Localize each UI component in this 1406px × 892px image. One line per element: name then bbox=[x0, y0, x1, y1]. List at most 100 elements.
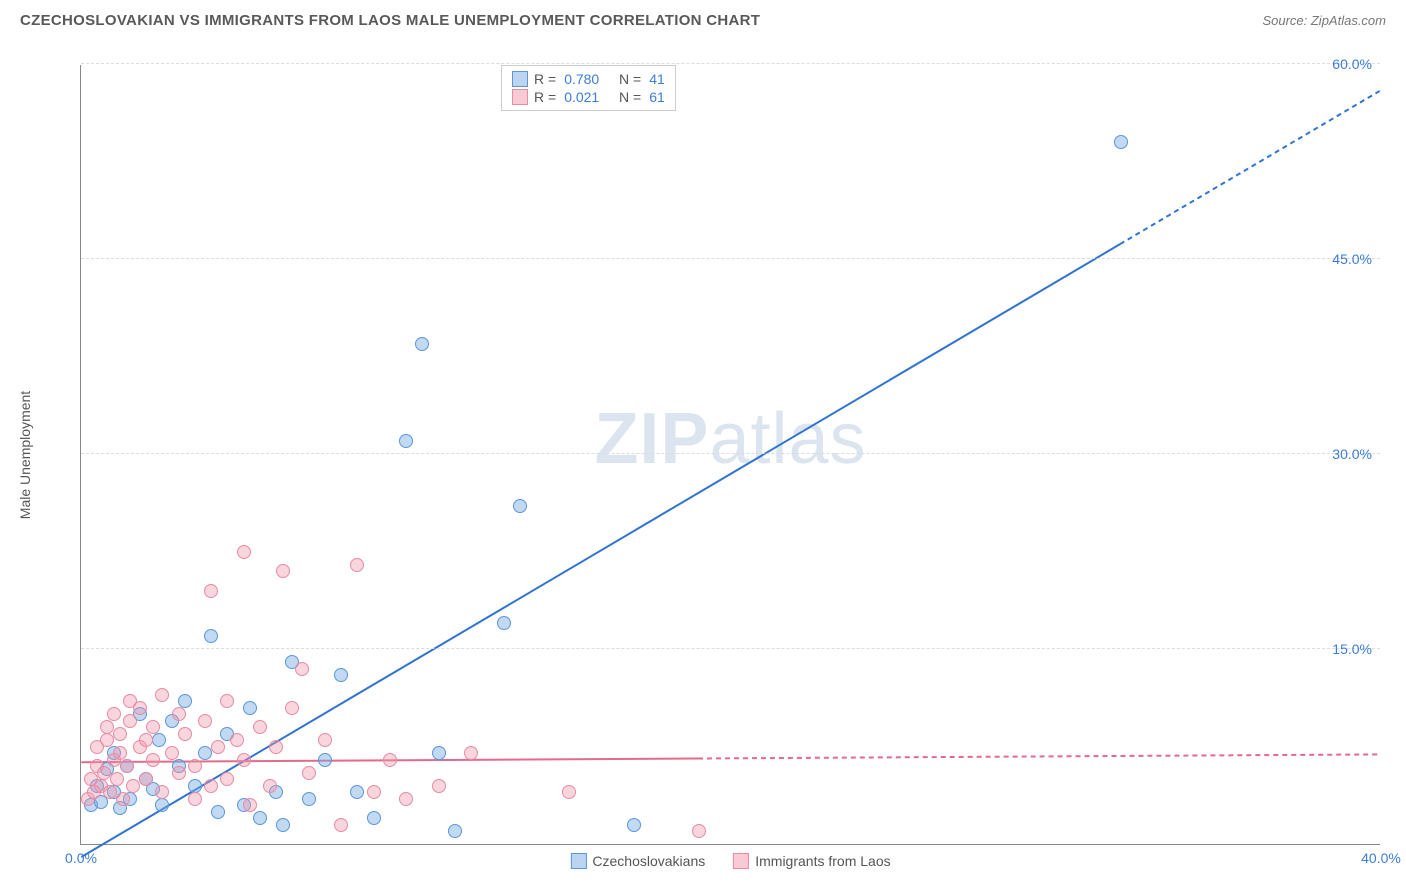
data-point bbox=[415, 337, 429, 351]
y-tick-label: 15.0% bbox=[1332, 641, 1372, 657]
data-point bbox=[110, 772, 124, 786]
data-point bbox=[178, 694, 192, 708]
data-point bbox=[220, 772, 234, 786]
data-point bbox=[139, 772, 153, 786]
grid-line bbox=[81, 63, 1380, 64]
chart-container: Male Unemployment ZIPatlas R = 0.780 N =… bbox=[50, 45, 1386, 865]
data-point bbox=[123, 714, 137, 728]
data-point bbox=[243, 701, 257, 715]
grid-line bbox=[81, 453, 1380, 454]
data-point bbox=[126, 779, 140, 793]
swatch-blue-icon bbox=[512, 71, 528, 87]
source-link[interactable]: ZipAtlas.com bbox=[1311, 13, 1386, 28]
data-point bbox=[334, 668, 348, 682]
data-point bbox=[133, 701, 147, 715]
data-point bbox=[211, 805, 225, 819]
data-point bbox=[97, 766, 111, 780]
data-point bbox=[155, 798, 169, 812]
data-point bbox=[367, 811, 381, 825]
legend-label: Czechoslovakians bbox=[592, 853, 705, 869]
legend-item-1: Immigrants from Laos bbox=[733, 853, 890, 869]
data-point bbox=[165, 746, 179, 760]
data-point bbox=[399, 434, 413, 448]
data-point bbox=[276, 818, 290, 832]
data-point bbox=[198, 746, 212, 760]
data-point bbox=[146, 753, 160, 767]
data-point bbox=[253, 720, 267, 734]
data-point bbox=[152, 733, 166, 747]
data-point bbox=[237, 753, 251, 767]
trend-line bbox=[698, 754, 1380, 758]
r-label: R = bbox=[534, 71, 556, 87]
data-point bbox=[350, 785, 364, 799]
y-tick-label: 30.0% bbox=[1332, 446, 1372, 462]
data-point bbox=[318, 753, 332, 767]
data-point bbox=[155, 688, 169, 702]
data-point bbox=[448, 824, 462, 838]
watermark: ZIPatlas bbox=[594, 398, 866, 480]
r-value: 0.780 bbox=[564, 71, 599, 87]
data-point bbox=[204, 584, 218, 598]
data-point bbox=[243, 798, 257, 812]
legend-stats-row-0: R = 0.780 N = 41 bbox=[512, 70, 665, 88]
source-attribution: Source: ZipAtlas.com bbox=[1262, 13, 1386, 28]
data-point bbox=[367, 785, 381, 799]
data-point bbox=[464, 746, 478, 760]
swatch-blue-icon bbox=[570, 853, 586, 869]
data-point bbox=[178, 727, 192, 741]
data-point bbox=[100, 733, 114, 747]
trend-line bbox=[1120, 91, 1380, 244]
header: CZECHOSLOVAKIAN VS IMMIGRANTS FROM LAOS … bbox=[0, 0, 1406, 37]
data-point bbox=[100, 720, 114, 734]
watermark-zip: ZIP bbox=[594, 399, 709, 479]
data-point bbox=[172, 766, 186, 780]
grid-line bbox=[81, 648, 1380, 649]
data-point bbox=[237, 545, 251, 559]
data-point bbox=[139, 733, 153, 747]
data-point bbox=[627, 818, 641, 832]
data-point bbox=[204, 779, 218, 793]
legend-item-0: Czechoslovakians bbox=[570, 853, 705, 869]
x-tick-label: 40.0% bbox=[1361, 850, 1401, 866]
data-point bbox=[107, 707, 121, 721]
n-value: 41 bbox=[649, 71, 665, 87]
data-point bbox=[188, 792, 202, 806]
source-prefix: Source: bbox=[1262, 13, 1310, 28]
n-label: N = bbox=[619, 71, 641, 87]
data-point bbox=[302, 792, 316, 806]
data-point bbox=[211, 740, 225, 754]
data-point bbox=[188, 779, 202, 793]
legend-stats: R = 0.780 N = 41 R = 0.021 N = 61 bbox=[501, 65, 676, 111]
y-tick-label: 45.0% bbox=[1332, 251, 1372, 267]
data-point bbox=[276, 564, 290, 578]
data-point bbox=[253, 811, 267, 825]
chart-title: CZECHOSLOVAKIAN VS IMMIGRANTS FROM LAOS … bbox=[20, 12, 760, 29]
legend-label: Immigrants from Laos bbox=[755, 853, 890, 869]
swatch-pink-icon bbox=[733, 853, 749, 869]
y-tick-label: 60.0% bbox=[1332, 56, 1372, 72]
data-point bbox=[113, 727, 127, 741]
data-point bbox=[263, 779, 277, 793]
grid-line bbox=[81, 258, 1380, 259]
data-point bbox=[103, 785, 117, 799]
data-point bbox=[497, 616, 511, 630]
data-point bbox=[269, 740, 283, 754]
data-point bbox=[116, 792, 130, 806]
watermark-atlas: atlas bbox=[709, 399, 866, 479]
data-point bbox=[295, 662, 309, 676]
legend-stats-row-1: R = 0.021 N = 61 bbox=[512, 88, 665, 106]
data-point bbox=[204, 629, 218, 643]
data-point bbox=[285, 701, 299, 715]
data-point bbox=[432, 746, 446, 760]
data-point bbox=[692, 824, 706, 838]
legend-series: Czechoslovakians Immigrants from Laos bbox=[570, 853, 890, 869]
data-point bbox=[399, 792, 413, 806]
data-point bbox=[513, 499, 527, 513]
data-point bbox=[302, 766, 316, 780]
data-point bbox=[155, 785, 169, 799]
data-point bbox=[350, 558, 364, 572]
data-point bbox=[318, 733, 332, 747]
data-point bbox=[120, 759, 134, 773]
data-point bbox=[146, 720, 160, 734]
data-point bbox=[230, 733, 244, 747]
